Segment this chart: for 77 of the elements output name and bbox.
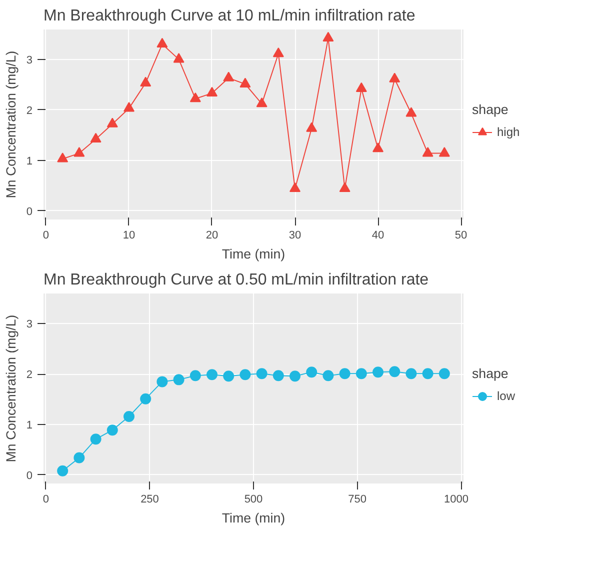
point	[90, 434, 102, 445]
point	[106, 118, 118, 128]
point	[190, 370, 201, 382]
point	[372, 366, 384, 378]
point	[240, 78, 251, 88]
chart-title: Mn Breakthrough Curve at 10 mL/min infiltration rate	[44, 8, 416, 24]
point	[173, 374, 184, 386]
point	[140, 76, 152, 86]
x-tick-label: 40	[372, 230, 384, 242]
point	[290, 370, 300, 382]
point	[306, 122, 318, 132]
y-tick-label: 3	[26, 54, 33, 66]
point	[389, 72, 400, 82]
y-axis-title: Mn Concentration (mg/L)	[3, 50, 18, 198]
point	[290, 182, 300, 192]
point	[190, 92, 201, 102]
point	[422, 368, 434, 380]
point	[322, 370, 334, 382]
point	[74, 147, 85, 157]
point	[422, 147, 434, 157]
point	[223, 72, 234, 82]
point	[322, 32, 334, 42]
x-tick-label: 250	[140, 494, 159, 506]
point	[123, 102, 134, 112]
y-axis-title: Mn Concentration (mg/L)	[3, 314, 18, 462]
point	[57, 465, 68, 476]
point	[256, 368, 268, 380]
y-tick-label: 3	[26, 318, 33, 331]
point	[339, 182, 350, 192]
x-tick-label: 0	[42, 230, 50, 242]
x-tick-label: 0	[42, 494, 50, 506]
point	[272, 47, 284, 58]
x-tick-label: 50	[454, 230, 468, 242]
y-tick-label: 0	[26, 470, 33, 482]
x-tick-label: 30	[288, 230, 302, 242]
y-tick-label: 0	[26, 206, 33, 218]
legend-label: high	[497, 125, 520, 139]
point	[406, 368, 417, 380]
point	[173, 53, 184, 63]
point	[240, 369, 251, 380]
point	[256, 98, 268, 108]
x-tick-label: 20	[206, 230, 218, 242]
point	[356, 82, 367, 92]
point	[90, 132, 102, 143]
x-axis-title: Time (min)	[222, 510, 286, 526]
point	[438, 147, 450, 157]
point	[74, 452, 85, 464]
point	[206, 369, 218, 380]
y-tick-label: 2	[26, 369, 33, 382]
point	[389, 366, 400, 378]
point	[372, 142, 384, 152]
point	[406, 107, 417, 117]
chart-title: Mn Breakthrough Curve at 0.50 mL/min infiltration rate	[44, 272, 429, 288]
x-tick-label: 1000	[444, 494, 469, 506]
x-tick-label: 10	[122, 230, 136, 242]
point	[306, 366, 318, 378]
point	[123, 410, 134, 422]
y-tick-label: 2	[26, 104, 33, 117]
point	[339, 368, 350, 380]
point	[223, 370, 234, 382]
x-tick-label: 500	[244, 494, 263, 506]
point	[156, 376, 168, 388]
point	[156, 38, 168, 48]
point	[106, 424, 118, 436]
x-tick-label: 750	[348, 494, 366, 506]
legend-title: shape	[472, 366, 510, 381]
point	[206, 86, 218, 97]
legend-label: low	[497, 389, 516, 403]
point	[438, 368, 450, 380]
x-axis-title: Time (min)	[222, 246, 286, 262]
point	[356, 368, 367, 380]
point	[272, 370, 284, 382]
y-tick-label: 1	[26, 155, 33, 168]
y-tick-label: 1	[26, 420, 33, 432]
legend-title: shape	[472, 102, 510, 117]
point	[140, 393, 152, 404]
point	[57, 152, 68, 162]
